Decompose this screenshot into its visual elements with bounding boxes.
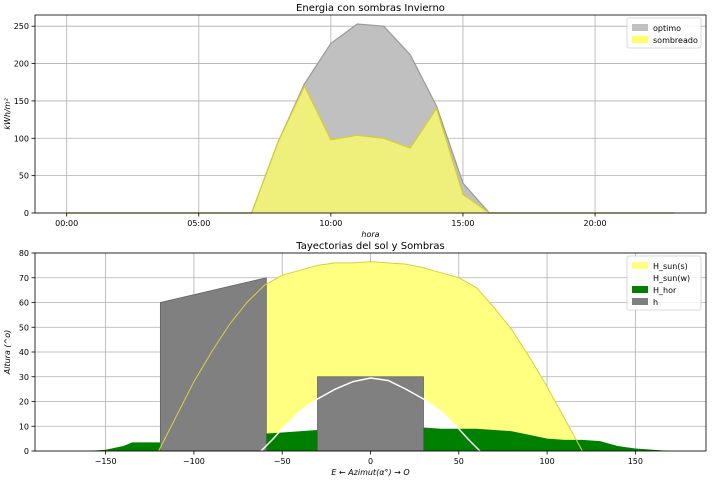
y-tick-label: 50 (19, 172, 29, 181)
chart-2: −150 −100 −50 0 50 100 150 0 10 20 30 40 50 60 70 80 Tay… (3, 241, 707, 477)
x-tick-label: 05:00 (187, 219, 210, 228)
legend-label: H_sun(w) (653, 274, 690, 283)
legend-swatch (632, 24, 648, 31)
legend-label: optimo (653, 24, 681, 33)
x-axis-label: E ← Azimut(α°) → O (331, 468, 409, 477)
legend (626, 255, 702, 311)
y-tick-label: 0 (24, 447, 29, 456)
y-tick-label: 100 (14, 134, 29, 143)
x-tick-label: 15:00 (451, 219, 474, 228)
y-tick-label: 60 (19, 299, 29, 308)
y-tick-label: 0 (24, 209, 29, 218)
x-tick-label: 00:00 (55, 219, 78, 228)
y-tick-label: 30 (19, 373, 29, 382)
line-H_sun-s (158, 261, 583, 452)
legend-label: H_sun(s) (653, 262, 688, 271)
area-optimo (66, 23, 675, 214)
x-tick-label: 10:00 (319, 219, 342, 228)
y-tick-label: 40 (19, 348, 29, 357)
legend-swatch (632, 36, 648, 43)
legend-swatch (632, 274, 648, 281)
legend-swatch (632, 262, 648, 269)
x-tick-label: 150 (628, 457, 643, 466)
chart-1: 00:00 05:00 10:00 15:00 20:00 0 50 100 150 200 250… (3, 3, 707, 239)
legend-label: h (653, 298, 658, 307)
y-tick-label: 10 (19, 422, 29, 431)
x-tick-label: −50 (274, 457, 291, 466)
x-tick-label: 0 (368, 457, 373, 466)
x-tick-label: 100 (539, 457, 554, 466)
area-sombreado (66, 85, 675, 213)
y-tick-label: 150 (14, 97, 29, 106)
y-tick-label: 200 (14, 60, 29, 69)
x-tick-label: −100 (183, 457, 205, 466)
legend-label: H_hor (653, 286, 677, 295)
shadow-obstacle-1 (159, 277, 267, 452)
x-axis-label: hora (361, 230, 379, 239)
shadow-obstacle-2 (317, 376, 424, 452)
x-tick-label: −150 (95, 457, 117, 466)
legend-label: sombreado (653, 36, 698, 45)
legend-swatch (632, 298, 648, 305)
chart-title: Energia con sombras Invierno (296, 3, 445, 14)
line-H_sun-w (260, 377, 481, 452)
y-tick-label: 250 (14, 22, 29, 31)
y-tick-label: 50 (19, 323, 29, 332)
legend-swatch (632, 286, 648, 293)
y-tick-label: 70 (19, 274, 29, 283)
y-axis-label: Altura (^o) (3, 330, 12, 375)
chart-title: Tayectorias del sol y Sombras (295, 241, 444, 252)
x-tick-label: 20:00 (584, 219, 607, 228)
y-tick-label: 20 (19, 398, 29, 407)
plot-frame (34, 14, 707, 214)
y-tick-label: 80 (19, 249, 29, 258)
x-tick-label: 50 (454, 457, 464, 466)
y-axis-label: kWh/m² (3, 98, 12, 130)
